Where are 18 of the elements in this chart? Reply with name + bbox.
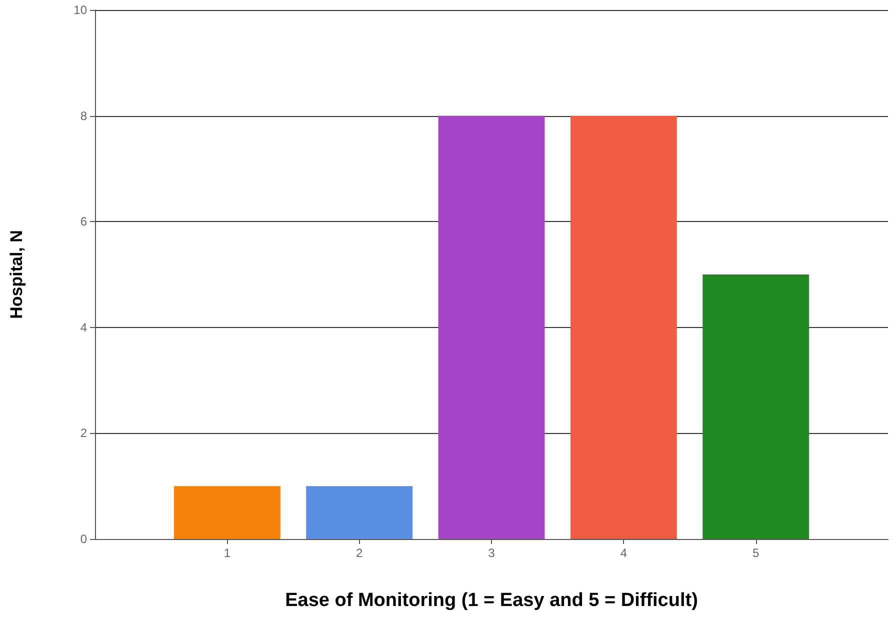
x-tick-label: 3 [488, 546, 496, 560]
x-axis-title: Ease of Monitoring (1 = Easy and 5 = Difficult) [285, 590, 698, 611]
y-tick-label: 6 [80, 214, 88, 229]
y-tick-label: 4 [80, 320, 88, 334]
y-tick-label: 8 [80, 108, 88, 123]
bar [306, 486, 413, 539]
x-tick-label: 5 [752, 546, 760, 560]
x-tick-label: 4 [620, 546, 628, 560]
y-tick-label: 10 [74, 3, 88, 17]
y-axis-title: Hospital, N [7, 230, 26, 319]
bar [174, 486, 280, 539]
y-tick-label: 0 [80, 532, 88, 546]
bar [702, 274, 810, 539]
bar [438, 116, 545, 539]
x-tick-label: 1 [224, 546, 231, 560]
y-tick-label: 2 [80, 426, 88, 440]
bar [570, 116, 677, 539]
x-tick-label: 2 [356, 546, 363, 560]
